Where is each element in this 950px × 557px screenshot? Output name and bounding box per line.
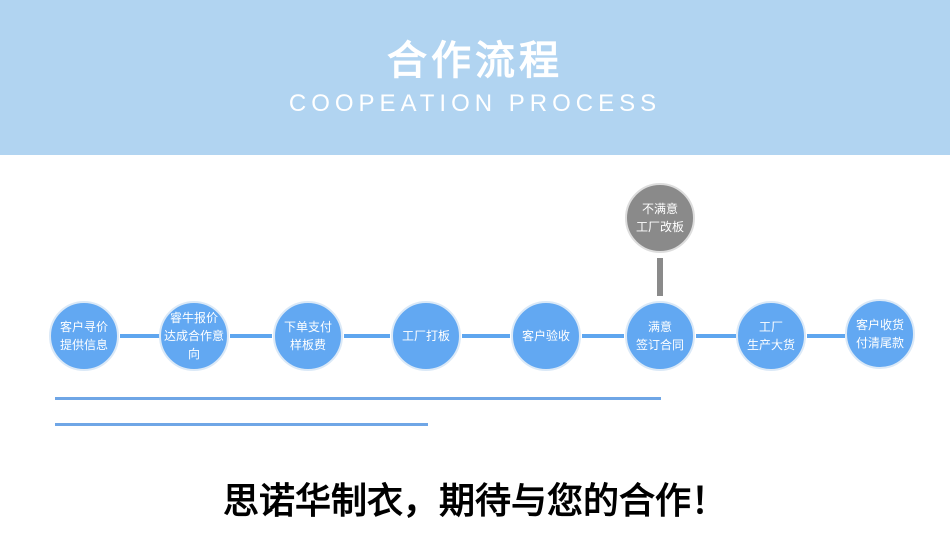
step-label: 工厂改板	[635, 220, 684, 234]
branch-step-rework: 不满意 工厂改板	[625, 183, 695, 253]
step-8: 客户收货 付清尾款	[845, 299, 915, 369]
step-label: 生产大货	[746, 338, 795, 352]
connector	[462, 334, 510, 338]
step-label: 客户寻价	[59, 320, 108, 334]
step-label: 提供信息	[59, 338, 108, 352]
step-4: 工厂打板	[391, 301, 461, 371]
connector	[696, 334, 736, 338]
step-label: 样板费	[289, 338, 326, 352]
page-title: 合作流程	[387, 38, 563, 84]
header-banner: 合作流程 COOPEATION PROCESS	[0, 0, 950, 155]
step-3: 下单支付 样板费	[273, 301, 343, 371]
connector	[230, 334, 272, 338]
step-6: 满意 签订合同	[625, 301, 695, 371]
step-label: 客户收货	[855, 318, 904, 332]
step-7: 工厂 生产大货	[736, 301, 806, 371]
step-2: 睿牛报价达成合作意向	[159, 301, 229, 371]
step-label: 达成合作意向	[163, 329, 224, 361]
step-1: 客户寻价 提供信息	[49, 301, 119, 371]
step-label: 工厂打板	[401, 329, 450, 343]
branch-connector	[657, 258, 663, 296]
step-label: 睿牛报价	[169, 311, 218, 325]
page-subtitle: COOPEATION PROCESS	[288, 90, 662, 117]
step-5: 客户验收	[511, 301, 581, 371]
step-label: 不满意	[641, 202, 678, 216]
divider-line	[55, 423, 428, 426]
connector	[120, 334, 160, 338]
step-label: 客户验收	[521, 329, 570, 343]
divider-line	[55, 397, 661, 400]
step-label: 工厂	[758, 320, 783, 334]
slogan: 思诺华制衣，期待与您的合作！	[222, 480, 727, 522]
step-label: 签订合同	[635, 338, 684, 352]
connector	[582, 334, 624, 338]
step-label: 付清尾款	[855, 336, 904, 350]
step-label: 满意	[647, 320, 672, 334]
connector	[807, 334, 845, 338]
connector	[344, 334, 390, 338]
step-label: 下单支付	[283, 320, 332, 334]
